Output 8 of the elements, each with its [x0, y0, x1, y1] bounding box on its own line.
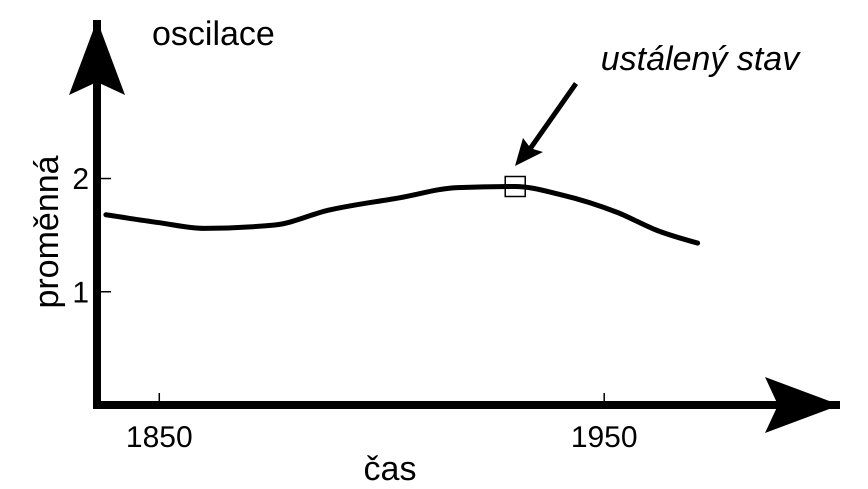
y-tick-label: 1: [72, 276, 89, 310]
x-tick-label: 1950: [570, 421, 638, 454]
annotation: ustálený stav: [600, 40, 802, 78]
y-axis-title: proměnná: [28, 155, 66, 309]
x-axis-title: čas: [364, 450, 416, 488]
x-tick-label: 1850: [126, 421, 193, 454]
y-tick-label: 2: [72, 163, 89, 196]
chart-title: oscilace: [152, 15, 275, 53]
